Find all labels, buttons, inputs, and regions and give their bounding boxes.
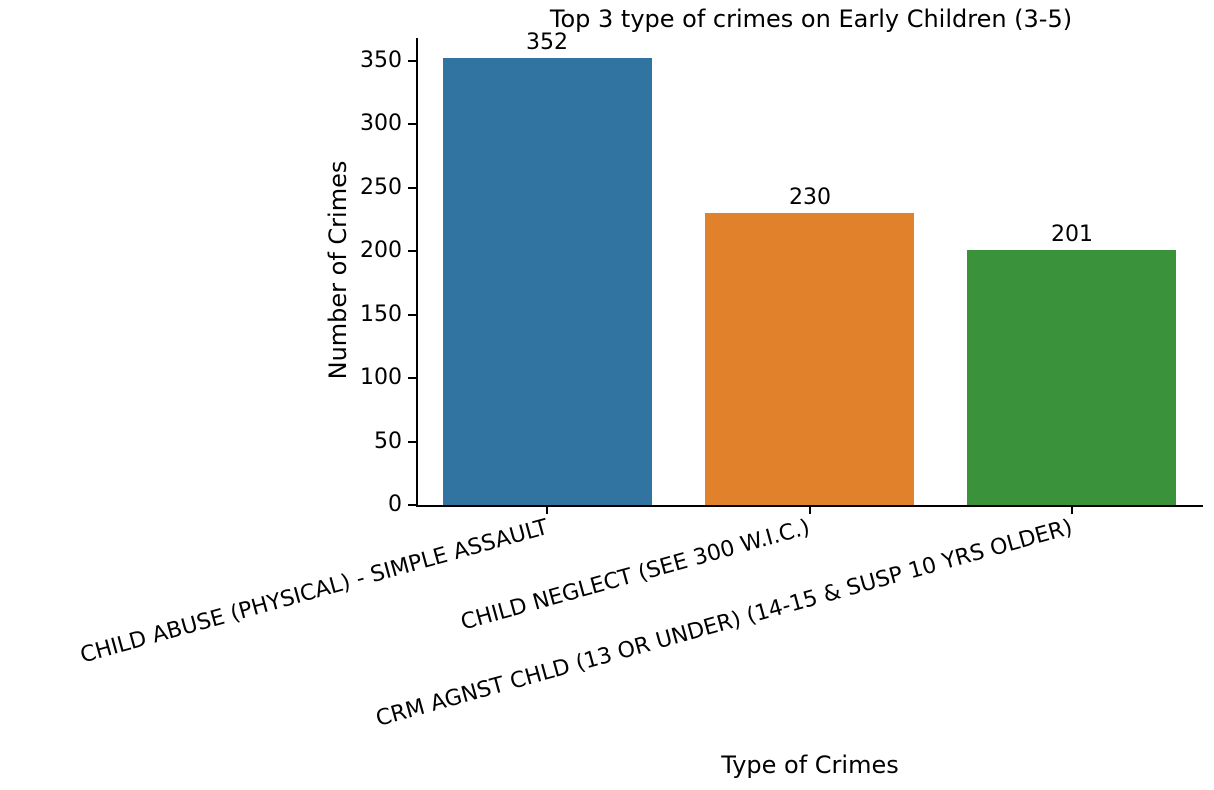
x-category-label-0: CHILD ABUSE (PHYSICAL) - SIMPLE ASSAULT (77, 515, 551, 669)
x-tick-mark (809, 507, 811, 514)
bar-value-label-1: 230 (789, 185, 831, 211)
y-tick-label: 200 (360, 238, 402, 264)
y-tick-label: 100 (360, 365, 402, 391)
y-tick-label: 250 (360, 174, 402, 200)
x-axis-spine (416, 505, 1203, 507)
bar-value-label-0: 352 (526, 30, 568, 56)
y-tick-label: 350 (360, 47, 402, 73)
y-tick-mark (408, 123, 416, 126)
x-axis-label: Type of Crimes (721, 751, 899, 779)
y-tick-mark (408, 440, 416, 443)
y-tick-label: 50 (374, 428, 402, 454)
bar-1 (705, 213, 914, 505)
y-axis-spine (416, 38, 418, 507)
y-tick-mark (408, 186, 416, 189)
y-tick-mark (408, 59, 416, 62)
y-tick-mark (408, 504, 416, 506)
y-tick-label: 300 (360, 111, 402, 137)
y-tick-label: 0 (388, 492, 402, 517)
bar-value-label-2: 201 (1051, 221, 1093, 247)
x-tick-mark (546, 507, 548, 514)
x-tick-mark (1071, 507, 1073, 514)
bar-0 (443, 58, 652, 505)
bar-2 (967, 249, 1176, 505)
y-tick-mark (408, 377, 416, 380)
y-tick-mark (408, 313, 416, 316)
y-tick-mark (408, 250, 416, 253)
y-tick-label: 150 (360, 301, 402, 327)
chart-title: Top 3 type of crimes on Early Children (… (549, 5, 1073, 33)
